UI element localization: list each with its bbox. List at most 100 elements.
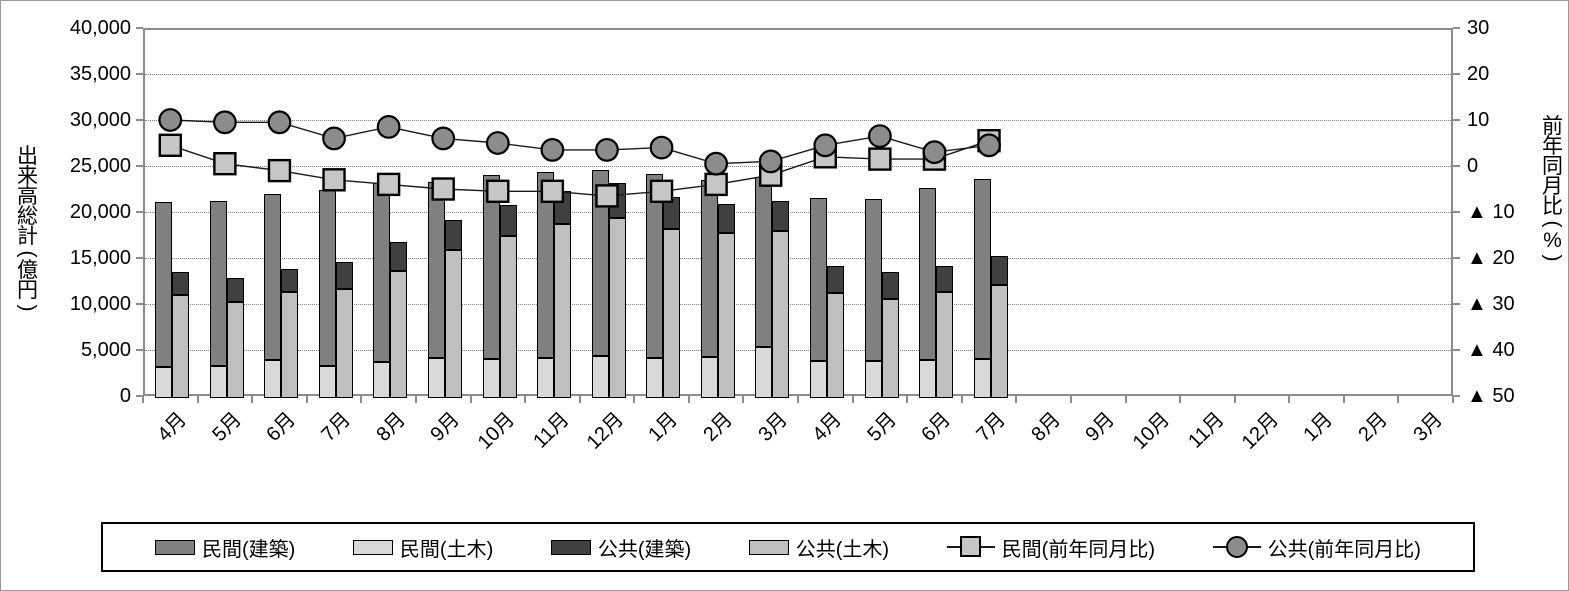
axis-title-char: 前 [1542, 115, 1563, 138]
minkan-bar-doboku-segment [155, 366, 172, 398]
axis-title-char: 年 [1542, 135, 1563, 158]
gridline [145, 258, 1451, 259]
legend-swatch-kokyo-doboku [748, 539, 789, 555]
gridline [145, 350, 1451, 351]
x-axis-month-label: 10月 [1128, 408, 1174, 454]
circle-marker-icon [977, 133, 1001, 158]
y-axis-left-tick-label: 15,000 [69, 247, 131, 269]
x-axis-tick [1015, 396, 1018, 403]
kokyo-bar-kenchiku-segment [772, 201, 790, 231]
x-axis-tick [1233, 396, 1236, 403]
x-axis-tick [469, 396, 472, 403]
x-axis-month-label: 7月 [972, 408, 1010, 446]
x-axis-tick [797, 396, 799, 403]
x-axis-tick [414, 396, 417, 403]
minkan-bar-kenchiku-segment [591, 169, 609, 356]
y-axis-left-tick [136, 211, 143, 213]
kokyo-bar-kenchiku-segment [881, 271, 899, 299]
kokyo-bar-doboku-segment [226, 302, 244, 398]
kokyo-bar-doboku-segment [499, 236, 517, 398]
kokyo-bar-doboku-segment [827, 293, 844, 398]
y-axis-right-tick [1453, 349, 1460, 351]
y-axis-right-tick [1453, 303, 1460, 305]
x-axis-tick [633, 396, 636, 403]
legend-label: 公共(建築) [597, 538, 692, 561]
kokyo-bar-kenchiku-segment [281, 269, 299, 293]
kokyo-bar-kenchiku-segment [717, 203, 735, 234]
axis-title-char: ( [1541, 220, 1565, 228]
y-axis-right-title: 前年同月比 (%) [1541, 115, 1565, 265]
kokyo-bar-doboku-segment [772, 230, 790, 398]
x-axis-month-label: 3月 [1409, 408, 1447, 446]
legend: 民間(建築) 民間(土木) 公共(建築) 公共(土木) 民間(前年同月比) 公共… [101, 522, 1475, 572]
square-marker-icon [595, 184, 619, 208]
kokyo-bar-kenchiku-segment [990, 256, 1008, 285]
axis-title-char: ) [1541, 254, 1565, 262]
y-axis-left-tick [136, 119, 143, 121]
y-axis-left-tick-label: 35,000 [69, 63, 131, 85]
x-axis-month-label: 4月 [153, 408, 192, 446]
x-axis-month-label: 5月 [863, 408, 901, 446]
minkan-bar-doboku-segment [810, 361, 827, 398]
x-axis-month-label: 4月 [808, 408, 847, 446]
x-axis-month-label: 12月 [582, 408, 628, 454]
y-axis-right-tick-label: ▲ 30 [1467, 293, 1515, 315]
x-axis-month-label: 3月 [754, 408, 792, 446]
square-marker-icon [540, 179, 565, 204]
y-axis-left-tick [136, 165, 143, 167]
kokyo-bar-doboku-segment [663, 228, 681, 398]
x-axis-month-label: 2月 [699, 408, 737, 446]
axis-title-char: 円 [17, 279, 38, 302]
x-axis-month-label: 8月 [1026, 408, 1065, 446]
y-axis-left-tick-label: 30,000 [69, 109, 131, 131]
x-axis-tick [578, 396, 581, 403]
legend-label: 公共(土木) [795, 538, 890, 561]
kokyo-bar-kenchiku-segment [827, 266, 844, 294]
axis-title-char: 総 [17, 205, 38, 228]
y-axis-right-tick-label: ▲ 10 [1467, 201, 1515, 223]
minkan-bar-kenchiku-segment [864, 199, 882, 362]
x-axis-month-label: 11月 [1183, 408, 1229, 453]
kokyo-bar-kenchiku-segment [936, 265, 954, 293]
y-axis-right-tick-label: ▲ 40 [1467, 339, 1515, 361]
kokyo-bar-doboku-segment [990, 284, 1008, 398]
minkan-bar-doboku-segment [864, 361, 882, 398]
kokyo-bar-doboku-segment [335, 288, 353, 398]
minkan-bar-doboku-segment [591, 355, 609, 398]
x-axis-tick [142, 396, 144, 403]
x-axis-month-label: 7月 [317, 408, 355, 446]
legend-item-kokyo-yoy: 公共(前年同月比) [1212, 533, 1421, 562]
minkan-bar-doboku-segment [537, 357, 555, 398]
axis-title-char: % [1543, 229, 1562, 252]
minkan-bar-kenchiku-segment [209, 201, 227, 366]
circle-marker-icon [322, 126, 346, 151]
x-axis-tick [960, 396, 963, 403]
square-marker-icon [213, 151, 237, 176]
square-marker-icon [868, 147, 892, 171]
minkan-bar-kenchiku-segment [155, 202, 172, 367]
y-axis-left-tick-label: 20,000 [69, 201, 131, 223]
legend-item-minkan-doboku: 民間(土木) [352, 533, 493, 562]
kokyo-bar-doboku-segment [608, 217, 626, 398]
x-axis-month-label: 1月 [644, 408, 683, 446]
x-axis-tick [1288, 396, 1291, 403]
legend-swatch-kokyo-kenchiku [550, 539, 591, 555]
circle-marker-icon [867, 124, 892, 148]
circle-marker-icon [376, 114, 401, 139]
minkan-bar-doboku-segment [264, 360, 282, 398]
circle-marker-icon [595, 137, 619, 162]
axis-title-char: 来 [17, 165, 38, 188]
x-axis-tick [1069, 396, 1072, 403]
kokyo-bar-doboku-segment [444, 249, 462, 398]
minkan-bar-doboku-segment [755, 347, 773, 398]
民間(前年同月比)-line [170, 140, 990, 197]
x-axis-month-label: 11月 [528, 408, 574, 453]
x-axis-month-label: 5月 [208, 408, 246, 446]
y-axis-left-tick-label: 40,000 [69, 17, 131, 39]
axis-title-char: 計 [17, 225, 38, 248]
square-marker-icon [322, 168, 346, 192]
x-axis-tick [851, 396, 854, 403]
square-marker-icon [704, 172, 728, 197]
y-axis-right-tick [1453, 27, 1460, 29]
